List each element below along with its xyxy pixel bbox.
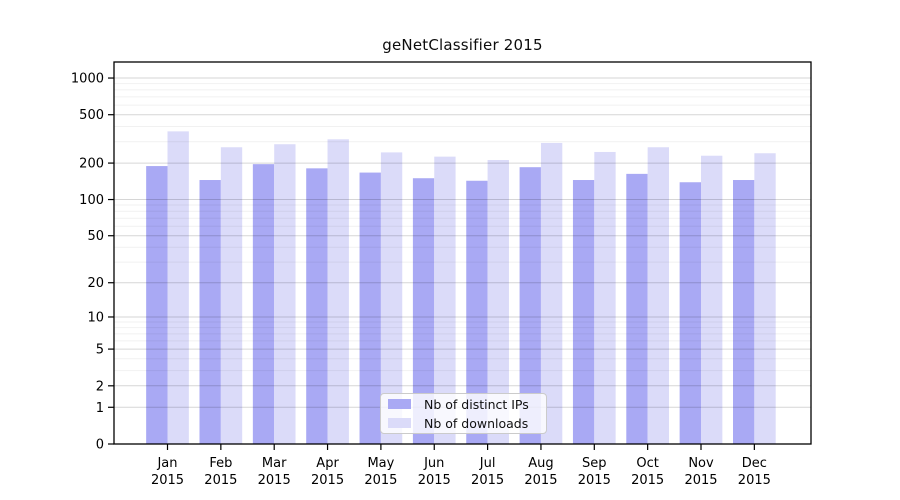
- bar-distinct-ips: [519, 167, 541, 444]
- legend-swatch-distinct-ips: [388, 399, 411, 409]
- x-tick-label: Nov 2015: [684, 456, 717, 488]
- plot-border: [113, 61, 812, 445]
- legend-label-downloads: Nb of downloads: [424, 415, 529, 431]
- legend-swatch-downloads: [388, 418, 411, 428]
- bar-distinct-ips: [252, 164, 275, 444]
- y-tick-label: 1000: [71, 72, 104, 87]
- legend-item-downloads: Nb of downloads: [388, 416, 539, 431]
- y-tick-label: 1: [96, 401, 104, 416]
- bar-distinct-ips: [146, 166, 168, 444]
- y-tick-label: 0: [96, 438, 104, 453]
- y-tick-label: 10: [87, 310, 104, 325]
- bar-downloads: [380, 152, 403, 444]
- bar-distinct-ips: [572, 180, 595, 444]
- legend-label-distinct-ips: Nb of distinct IPs: [424, 396, 529, 412]
- x-tick-label: Jan 2015: [151, 456, 184, 488]
- x-tick-label: Feb 2015: [204, 456, 237, 488]
- legend-item-distinct-ips: Nb of distinct IPs: [388, 397, 539, 412]
- y-tick-label: 200: [79, 157, 104, 172]
- y-tick-label: 50: [87, 229, 104, 244]
- x-tick-label: Aug 2015: [524, 456, 557, 488]
- bar-downloads: [434, 156, 456, 444]
- bar-downloads: [487, 160, 509, 444]
- bar-distinct-ips: [199, 180, 221, 444]
- bar-downloads: [274, 144, 296, 444]
- x-tick-label: Sep 2015: [578, 456, 611, 488]
- bar-downloads: [220, 147, 243, 444]
- x-tick-label: Oct 2015: [631, 456, 664, 488]
- bar-distinct-ips: [359, 172, 381, 444]
- bar-downloads: [594, 151, 616, 444]
- bar-downloads: [540, 142, 563, 444]
- bar-downloads: [167, 131, 189, 444]
- bar-distinct-ips: [679, 182, 701, 445]
- x-tick-label: Apr 2015: [311, 456, 344, 488]
- bar-downloads: [647, 147, 669, 444]
- y-tick-label: 100: [79, 193, 104, 208]
- x-tick-label: Jul 2015: [471, 456, 504, 488]
- bar-downloads: [327, 139, 349, 445]
- y-tick-label: 500: [79, 108, 104, 123]
- bar-distinct-ips: [626, 173, 648, 445]
- bar-downloads: [754, 153, 776, 444]
- legend: Nb of distinct IPs Nb of downloads: [380, 393, 547, 434]
- bar-distinct-ips: [466, 180, 488, 444]
- bar-distinct-ips: [733, 180, 755, 444]
- x-tick-label: Dec 2015: [738, 456, 771, 488]
- y-tick-label: 2: [96, 379, 104, 394]
- x-tick-label: Mar 2015: [258, 456, 291, 488]
- bar-distinct-ips: [306, 168, 328, 444]
- bar-downloads: [701, 155, 723, 444]
- x-tick-label: Jun 2015: [418, 456, 451, 488]
- x-tick-label: May 2015: [364, 456, 397, 488]
- y-tick-label: 20: [87, 276, 104, 291]
- y-tick-label: 5: [96, 343, 104, 358]
- bar-distinct-ips: [412, 178, 435, 445]
- chart-title: geNetClassifier 2015: [382, 36, 543, 54]
